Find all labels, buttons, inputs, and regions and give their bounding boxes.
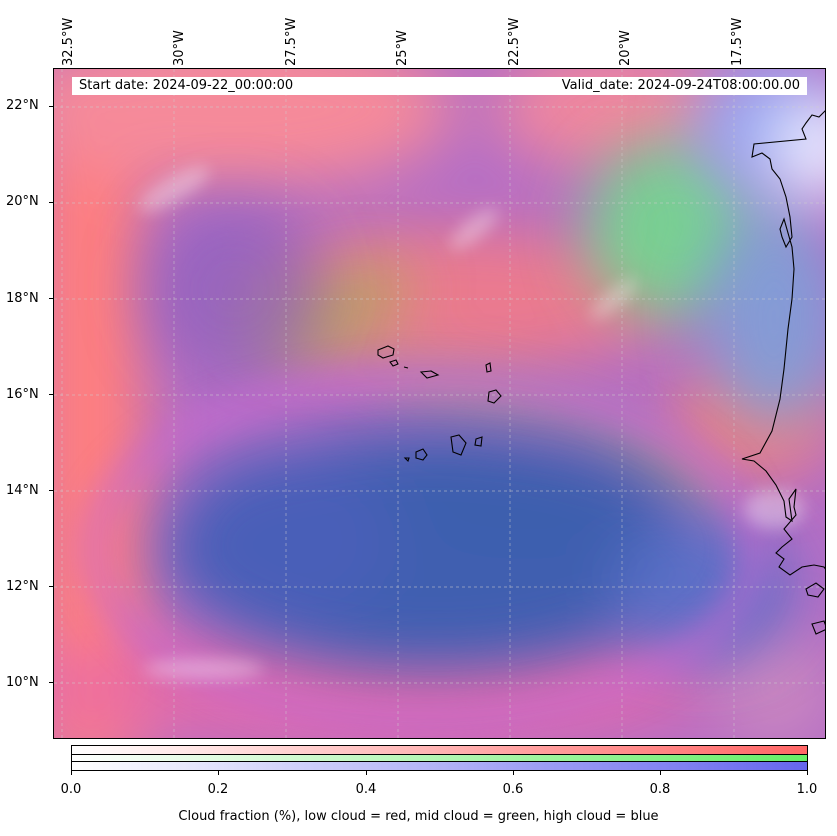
lat-label-10n: 10°N [6,675,39,690]
lat-label-14n: 14°N [6,483,39,498]
start-date-label: Start date: 2024-09-22_00:00:00 [79,78,294,93]
colorbar-tick-label: 0.4 [355,782,377,797]
lon-label-27-5w: 27.5°W [284,17,299,66]
lon-label-30w: 30°W [172,30,187,66]
colorbar-tick [660,771,661,775]
lon-label-25w: 25°W [395,30,410,66]
colorbar-tick [807,771,808,775]
colorbar-tick-label: 0.2 [207,782,229,797]
lat-label-18n: 18°N [6,291,39,306]
lat-tick [49,490,53,491]
lat-tick [49,586,53,587]
colorbar-tick-label: 0.0 [60,782,82,797]
lon-label-20w: 20°W [618,30,633,66]
map-canvas [54,69,825,738]
date-info-bar: Start date: 2024-09-22_00:00:00 Valid_da… [72,77,807,95]
lat-tick [49,202,53,203]
mixed-cloud-ring [79,364,769,734]
coastal-island [811,620,825,635]
africa-coastline [741,110,825,576]
high-cloud-layer [144,69,825,669]
colorbar [71,745,808,771]
lat-label-16n: 16°N [6,387,39,402]
colorbar-tick-label: 0.8 [649,782,671,797]
valid-date-label: Valid_date: 2024-09-24T08:00:00.00 [561,78,800,93]
colorbar-tick [366,771,367,775]
lat-tick [49,298,53,299]
lat-label-12n: 12°N [6,579,39,594]
map-gridlines [54,69,825,738]
lat-tick [49,106,53,107]
colorbar-caption: Cloud fraction (%), low cloud = red, mid… [178,809,659,824]
cape-verde-islands [377,345,502,463]
colorbar-tick [218,771,219,775]
cloud-fraction-map [53,68,826,739]
bijagos-islands [805,582,825,598]
lon-label-17-5w: 17.5°W [730,17,745,66]
colorbar-tick-label: 1.0 [796,782,818,797]
colorbar-mid-cloud [72,754,807,762]
lat-tick [49,394,53,395]
lon-label-32-5w: 32.5°W [61,17,76,66]
lat-label-20n: 20°N [6,194,39,209]
colorbar-tick [513,771,514,775]
lon-label-22-5w: 22.5°W [507,17,522,66]
colorbar-high-cloud [72,762,807,770]
colorbar-tick-label: 0.6 [502,782,524,797]
colorbar-low-cloud [72,746,807,754]
lat-label-22n: 22°N [6,98,39,113]
colorbar-tick [71,771,72,775]
lat-tick [49,682,53,683]
